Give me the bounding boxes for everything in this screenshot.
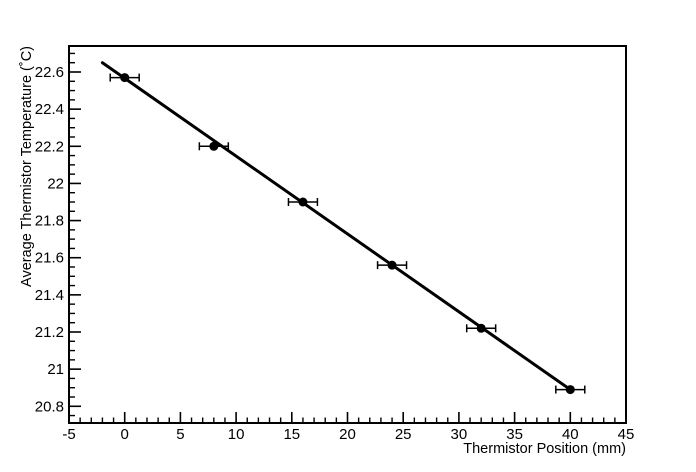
y-tick-label: 21.2 bbox=[35, 324, 64, 341]
y-tick-label: 22.6 bbox=[35, 64, 64, 81]
x-tick-label: 30 bbox=[451, 426, 468, 443]
data-point-marker bbox=[298, 197, 308, 207]
x-tick-label: -5 bbox=[62, 426, 75, 443]
x-tick-labels: -5 0 5 10 15 20 25 30 35 40 45 bbox=[62, 426, 634, 443]
data-points bbox=[120, 73, 575, 395]
y-tick-label: 22 bbox=[47, 175, 64, 192]
data-point-marker bbox=[476, 323, 486, 333]
x-axis-ticks bbox=[68, 412, 627, 423]
x-tick-label: 25 bbox=[395, 426, 412, 443]
x-tick-label: 35 bbox=[506, 426, 523, 443]
y-tick-label: 20.8 bbox=[35, 398, 64, 415]
fit-line bbox=[100, 61, 572, 392]
y-axis-title: Average Thermistor Temperature (˚C) bbox=[19, 46, 35, 287]
data-point-marker bbox=[120, 73, 130, 83]
x-tick-label: 40 bbox=[562, 426, 579, 443]
x-tick-label: 10 bbox=[228, 426, 245, 443]
x-tick-label: 5 bbox=[176, 426, 184, 443]
x-tick-label: 0 bbox=[121, 426, 129, 443]
x-tick-label: 20 bbox=[339, 426, 356, 443]
fit-line-group bbox=[100, 61, 572, 392]
y-tick-label: 21 bbox=[47, 361, 64, 378]
x-tick-label: 45 bbox=[618, 426, 635, 443]
x-tick-label: 15 bbox=[283, 426, 300, 443]
y-tick-label: 21.4 bbox=[35, 287, 64, 304]
y-tick-labels: 20.8 21 21.2 21.4 21.6 21.8 22 22.2 22.4 22.6 bbox=[35, 64, 64, 415]
data-point-marker bbox=[209, 141, 219, 151]
data-point-marker bbox=[565, 385, 575, 395]
y-axis-ticks bbox=[69, 52, 81, 417]
y-tick-label: 21.6 bbox=[35, 250, 64, 267]
y-tick-label: 22.2 bbox=[35, 138, 64, 155]
y-tick-label: 21.8 bbox=[35, 213, 64, 230]
data-point-marker bbox=[387, 260, 397, 270]
y-tick-label: 22.4 bbox=[35, 101, 64, 118]
x-axis-title: Thermistor Position (mm) bbox=[463, 441, 626, 457]
